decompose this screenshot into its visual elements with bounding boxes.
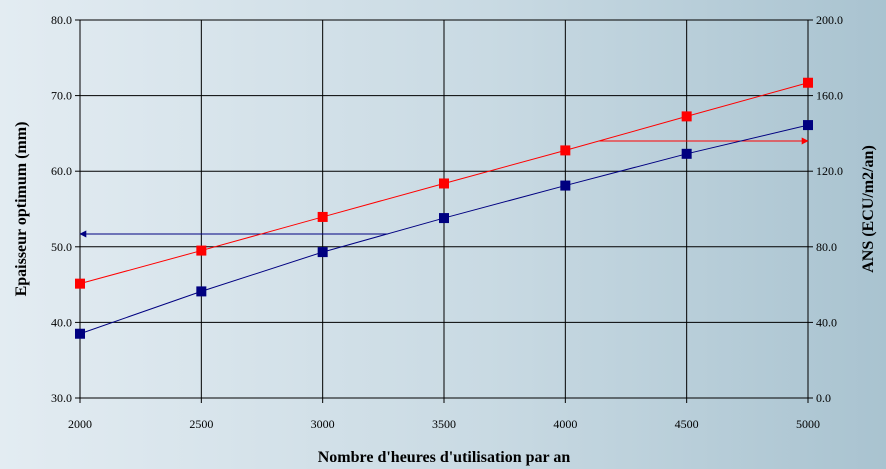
data-point — [196, 245, 207, 256]
left-axis-ticks: 30.0 40.0 50.0 60.0 70.0 80.0 — [51, 13, 80, 405]
gridlines — [79, 19, 809, 399]
x-tick-label: 2000 — [68, 417, 92, 431]
x-tick-label: 3500 — [432, 417, 456, 431]
data-point — [560, 145, 571, 156]
data-point — [439, 213, 449, 224]
right-tick-label: 40.0 — [816, 315, 837, 329]
left-axis-title: Epaisseur optimum (mm) — [13, 122, 30, 297]
right-tick-label: 120.0 — [816, 164, 843, 178]
right-tick-label: 200.0 — [816, 13, 843, 27]
data-point — [439, 178, 449, 189]
right-axis-ticks: 0.0 40.0 80.0 120.0 160.0 200.0 — [808, 13, 843, 405]
x-tick-label: 4500 — [675, 417, 699, 431]
left-tick-label: 80.0 — [51, 13, 72, 27]
data-point — [681, 148, 692, 159]
data-point — [75, 278, 85, 289]
data-point — [317, 247, 328, 258]
data-point — [75, 328, 85, 339]
x-tick-label: 2500 — [189, 417, 213, 431]
x-axis-ticks: 2000 2500 3000 3500 4000 4500 5000 — [68, 398, 820, 431]
x-tick-label: 3000 — [311, 417, 335, 431]
left-tick-label: 50.0 — [51, 240, 72, 254]
data-point — [803, 77, 813, 88]
left-tick-label: 40.0 — [51, 315, 72, 329]
data-point — [196, 286, 207, 297]
x-axis-title: Nombre d'heures d'utilisation par an — [318, 449, 571, 466]
data-point — [681, 111, 692, 122]
right-tick-label: 160.0 — [816, 89, 843, 103]
arrow-annotations — [79, 137, 809, 238]
left-tick-label: 60.0 — [51, 164, 72, 178]
left-tick-label: 30.0 — [51, 391, 72, 405]
left-tick-label: 70.0 — [51, 89, 72, 103]
right-axis-title: ANS (ECU/m2/an) — [860, 145, 877, 273]
series-group — [75, 77, 813, 339]
data-point — [803, 120, 813, 131]
x-tick-label: 5000 — [796, 417, 820, 431]
right-tick-label: 0.0 — [816, 391, 831, 405]
x-tick-label: 4000 — [553, 417, 577, 431]
right-tick-label: 80.0 — [816, 240, 837, 254]
data-point — [560, 180, 571, 191]
data-point — [317, 211, 328, 222]
